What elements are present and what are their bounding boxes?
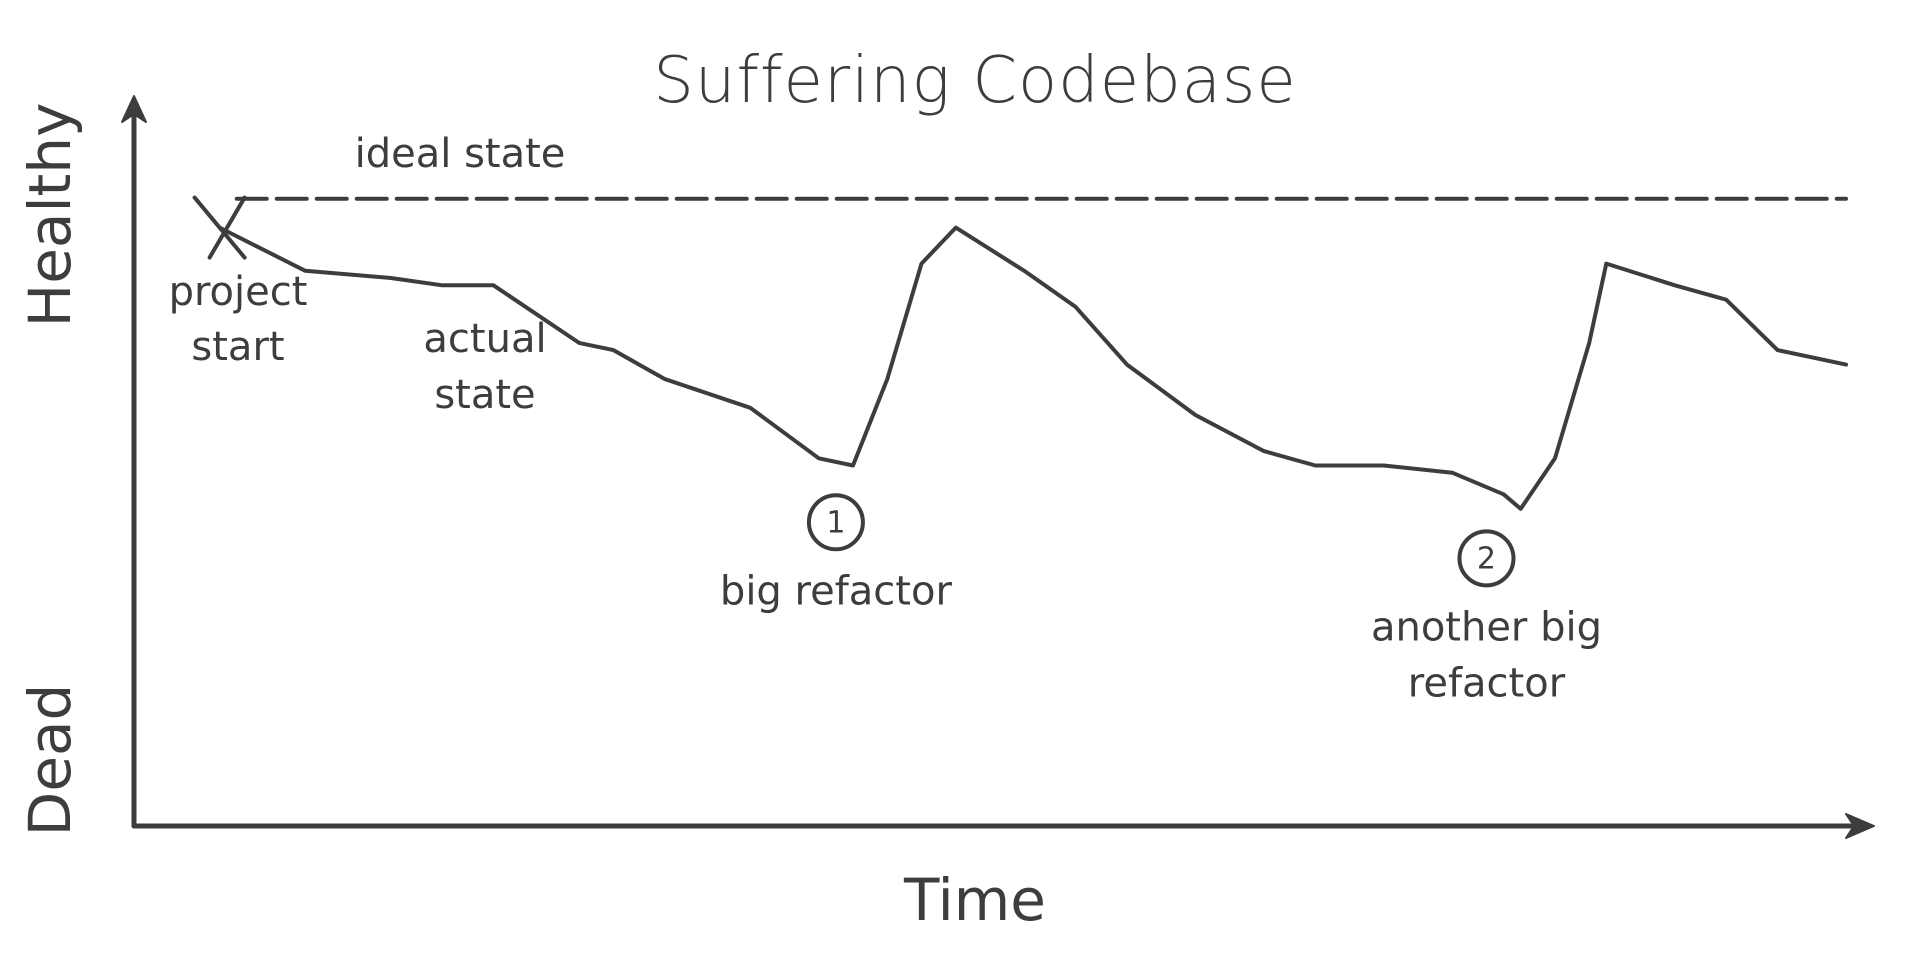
- x-axis-label: Time: [903, 866, 1046, 934]
- annotation-circle-1: [806, 493, 865, 552]
- start-marker-stroke: [207, 195, 247, 260]
- annotation-label-1-line-1: big refactor: [720, 568, 953, 614]
- start-marker-stroke: [192, 195, 247, 260]
- actual-state-point: [304, 269, 307, 273]
- x-axis-arrow: [1845, 813, 1875, 839]
- actual-state-line: [217, 225, 1848, 511]
- actual-state-point: [389, 276, 392, 280]
- y-axis-label-top: Healthy: [16, 103, 84, 328]
- actual-state-point: [1125, 363, 1129, 366]
- actual-state-point: [920, 262, 923, 265]
- actual-state-point: [886, 377, 889, 381]
- project-start-marker: [192, 195, 247, 260]
- actual-state-point: [817, 457, 820, 460]
- actual-state-point: [577, 341, 581, 345]
- actual-state-point: [1451, 471, 1454, 474]
- y-axis-label-bottom: Dead: [16, 684, 84, 837]
- actual-state-point: [1519, 507, 1522, 510]
- chart-title: Suffering Codebase: [653, 44, 1296, 118]
- actual-state-point: [1673, 284, 1677, 287]
- actual-state-point: [1844, 363, 1848, 366]
- actual-state-point: [1588, 341, 1591, 345]
- annotation-label-2-line-1: another big: [1371, 604, 1602, 650]
- actual-state-point: [1605, 262, 1608, 265]
- actual-state-point: [1776, 348, 1779, 352]
- actual-state-point: [954, 226, 957, 229]
- actual-state-point: [1724, 298, 1728, 301]
- actual-state-point: [1194, 413, 1197, 417]
- actual-state-point: [1023, 269, 1026, 273]
- actual-state-label-line-1: actual: [423, 316, 546, 362]
- actual-state-point: [1074, 305, 1077, 309]
- actual-state-point: [1262, 449, 1266, 453]
- actual-state-point: [1314, 464, 1317, 467]
- project-start-label-line-2: start: [191, 324, 284, 370]
- actual-state-point: [663, 377, 666, 381]
- annotation-number-2: 2: [1477, 541, 1496, 576]
- actual-state-point: [492, 284, 495, 287]
- actual-state-label-line-2: state: [434, 372, 535, 418]
- actual-state-point: [749, 406, 752, 410]
- actual-state-point: [851, 464, 855, 467]
- y-axis: [121, 95, 147, 829]
- y-axis-arrow: [121, 95, 147, 123]
- actual-state-point: [903, 320, 906, 323]
- ideal-state-label: ideal state: [355, 131, 566, 177]
- actual-state-point: [1382, 464, 1385, 467]
- actual-state-point: [1502, 493, 1505, 496]
- annotation-label-2-line-2: refactor: [1408, 660, 1566, 706]
- x-axis: [131, 813, 1875, 839]
- actual-state-point: [612, 348, 615, 352]
- actual-state-point: [1553, 457, 1557, 460]
- project-start-label-line-1: project: [169, 269, 308, 315]
- annotation-number-1: 1: [826, 505, 845, 540]
- annotation-circle-2: [1457, 529, 1516, 588]
- actual-state-point: [440, 284, 444, 287]
